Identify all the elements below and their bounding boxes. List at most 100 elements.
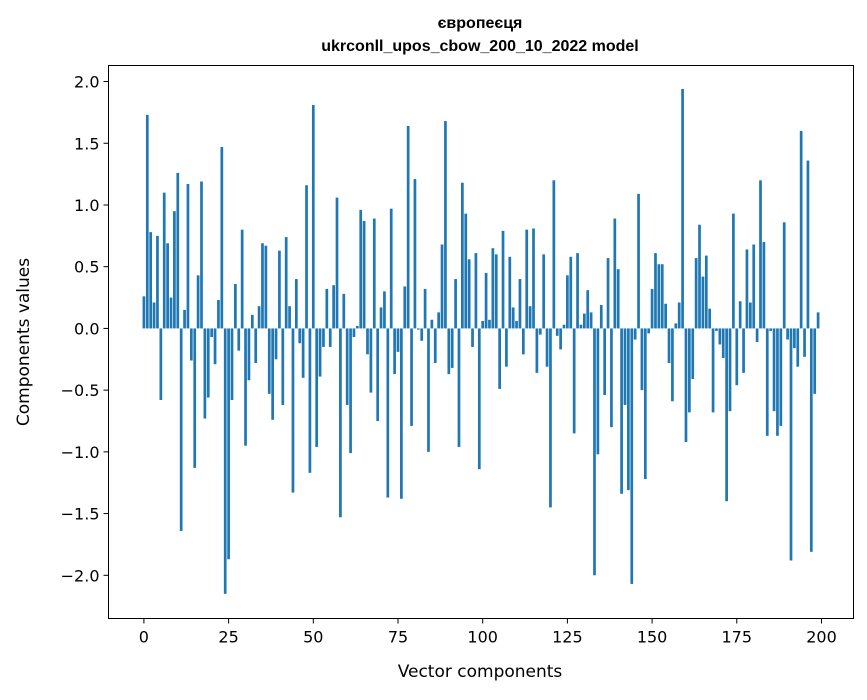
- y-tick-label: 1.0: [74, 196, 99, 215]
- bar-181: [755, 328, 759, 342]
- bar-158: [677, 302, 681, 329]
- bar-13: [186, 184, 190, 329]
- bar-93: [457, 328, 461, 447]
- bar-10: [176, 172, 180, 329]
- bar-141: [620, 328, 623, 494]
- bar-179: [748, 302, 752, 329]
- bar-11: [179, 328, 183, 531]
- bar-143: [627, 328, 630, 491]
- bar-65: [362, 221, 366, 329]
- bar-2: [149, 232, 153, 329]
- bar-36: [264, 245, 268, 329]
- plot-area-frame: [108, 65, 854, 619]
- bar-128: [576, 253, 579, 329]
- bar-46: [298, 328, 302, 344]
- bar-25: [227, 328, 230, 560]
- bar-111: [518, 279, 522, 329]
- bar-155: [667, 328, 671, 363]
- bar-22: [217, 300, 220, 329]
- bar-97: [471, 328, 474, 347]
- bar-31: [247, 328, 251, 381]
- x-tick-label: 200: [806, 628, 837, 647]
- bars-group: [142, 88, 820, 594]
- bar-70: [379, 307, 383, 329]
- bar-132: [589, 312, 593, 329]
- bar-44: [291, 328, 295, 493]
- bar-123: [559, 328, 562, 350]
- bar-63: [355, 325, 359, 329]
- x-tick-label: 150: [637, 628, 668, 647]
- bar-146: [637, 193, 640, 329]
- bar-49: [308, 328, 312, 473]
- bar-167: [708, 308, 712, 329]
- y-axis-label: Components values: [14, 258, 34, 426]
- bar-100: [481, 321, 485, 329]
- bar-177: [742, 328, 745, 373]
- bar-60: [345, 328, 349, 405]
- bar-136: [603, 328, 607, 396]
- bar-27: [234, 283, 237, 329]
- bar-112: [521, 328, 525, 355]
- bar-124: [562, 324, 566, 329]
- bar-55: [328, 328, 332, 347]
- bar-162: [691, 328, 695, 380]
- bar-96: [467, 259, 471, 329]
- bar-53: [322, 328, 325, 347]
- bar-8: [169, 297, 173, 329]
- bar-192: [793, 328, 796, 349]
- bar-16: [196, 275, 200, 329]
- y-tick-label: 0.5: [74, 258, 99, 277]
- bar-78: [406, 125, 410, 329]
- bar-3: [152, 302, 156, 329]
- bar-166: [704, 255, 708, 329]
- bar-28: [237, 328, 241, 351]
- bar-190: [786, 328, 789, 340]
- bar-39: [274, 328, 278, 360]
- bar-87: [437, 312, 441, 329]
- bar-37: [267, 328, 271, 394]
- bar-9: [173, 211, 176, 329]
- bar-67: [369, 328, 373, 393]
- bar-183: [762, 242, 766, 329]
- x-axis-label: Vector components: [398, 662, 563, 682]
- chart-title-line2: ukrconll_upos_cbow_200_10_2022 model: [321, 38, 638, 55]
- bar-84: [427, 328, 430, 452]
- bar-133: [593, 328, 596, 576]
- bar-138: [610, 328, 613, 428]
- bar-118: [542, 254, 546, 329]
- bar-102: [488, 319, 491, 329]
- bar-42: [284, 237, 288, 329]
- bar-109: [511, 307, 515, 329]
- bar-72: [386, 328, 390, 498]
- bar-180: [752, 244, 756, 329]
- bar-170: [718, 328, 722, 345]
- bar-30: [244, 328, 247, 446]
- bar-95: [464, 213, 468, 329]
- bar-82: [420, 328, 424, 341]
- bar-108: [508, 256, 512, 329]
- bar-45: [295, 279, 298, 329]
- bar-135: [599, 304, 603, 329]
- x-tick-label: 100: [467, 628, 498, 647]
- bar-140: [616, 269, 620, 329]
- bar-17: [200, 181, 203, 329]
- bar-47: [301, 328, 305, 378]
- bar-171: [721, 328, 725, 359]
- bar-75: [396, 328, 400, 352]
- bar-81: [416, 328, 420, 330]
- bar-61: [349, 328, 352, 454]
- bar-149: [647, 328, 651, 334]
- x-tick-label: 50: [303, 628, 323, 647]
- y-tick-label: 2.0: [74, 73, 99, 92]
- bar-38: [271, 328, 274, 420]
- bar-164: [698, 224, 701, 329]
- bar-43: [288, 306, 291, 329]
- y-tick-label: −1.5: [61, 505, 100, 524]
- bar-137: [606, 258, 610, 329]
- bar-122: [555, 328, 559, 336]
- bar-163: [694, 258, 698, 329]
- bar-129: [579, 324, 583, 329]
- bar-48: [305, 185, 308, 329]
- bar-161: [688, 328, 691, 413]
